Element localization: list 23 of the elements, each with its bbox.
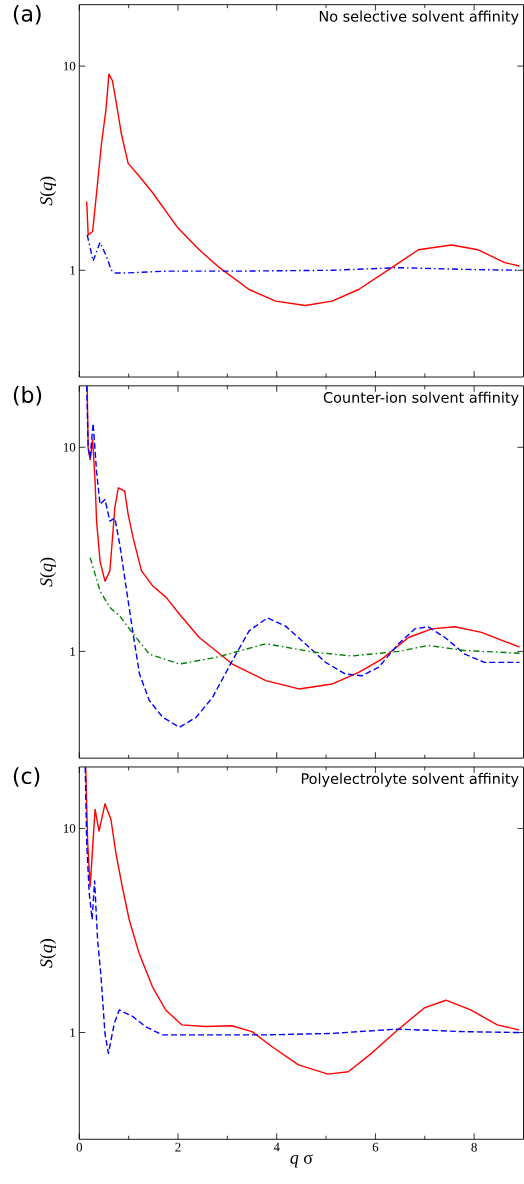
chart-title: No selective solvent affinity [319, 10, 519, 25]
x-tick-label: 6 [372, 1142, 379, 1152]
x-axis-title: q σ [290, 1154, 313, 1168]
text: (a) [13, 4, 41, 25]
y-axis-title: S(q) [39, 557, 56, 587]
y-axis-title: S(q) [39, 938, 56, 968]
y-tick-label: 1 [70, 1028, 76, 1037]
chart-title: Polyelectrolyte solvent affinity [301, 772, 519, 787]
y-axis-title: S(q) [39, 176, 56, 206]
chart-title: Counter-ion solvent affinity [323, 391, 519, 406]
x-tick-label: 2 [175, 1142, 181, 1152]
y-tick-label: 10 [63, 61, 76, 71]
y-tick-label: 1 [70, 266, 76, 275]
y-tick-label: 10 [63, 442, 76, 452]
x-tick-label: 0 [76, 1142, 83, 1152]
line-series [89, 556, 521, 665]
y-tick-label: 10 [63, 824, 76, 833]
text: (c) [13, 767, 40, 787]
text: (b) [13, 386, 42, 406]
y-tick-label: 1 [70, 647, 76, 656]
x-tick-label: 4 [273, 1142, 280, 1152]
line-series [86, 73, 521, 307]
x-tick-label: 8 [471, 1142, 477, 1152]
